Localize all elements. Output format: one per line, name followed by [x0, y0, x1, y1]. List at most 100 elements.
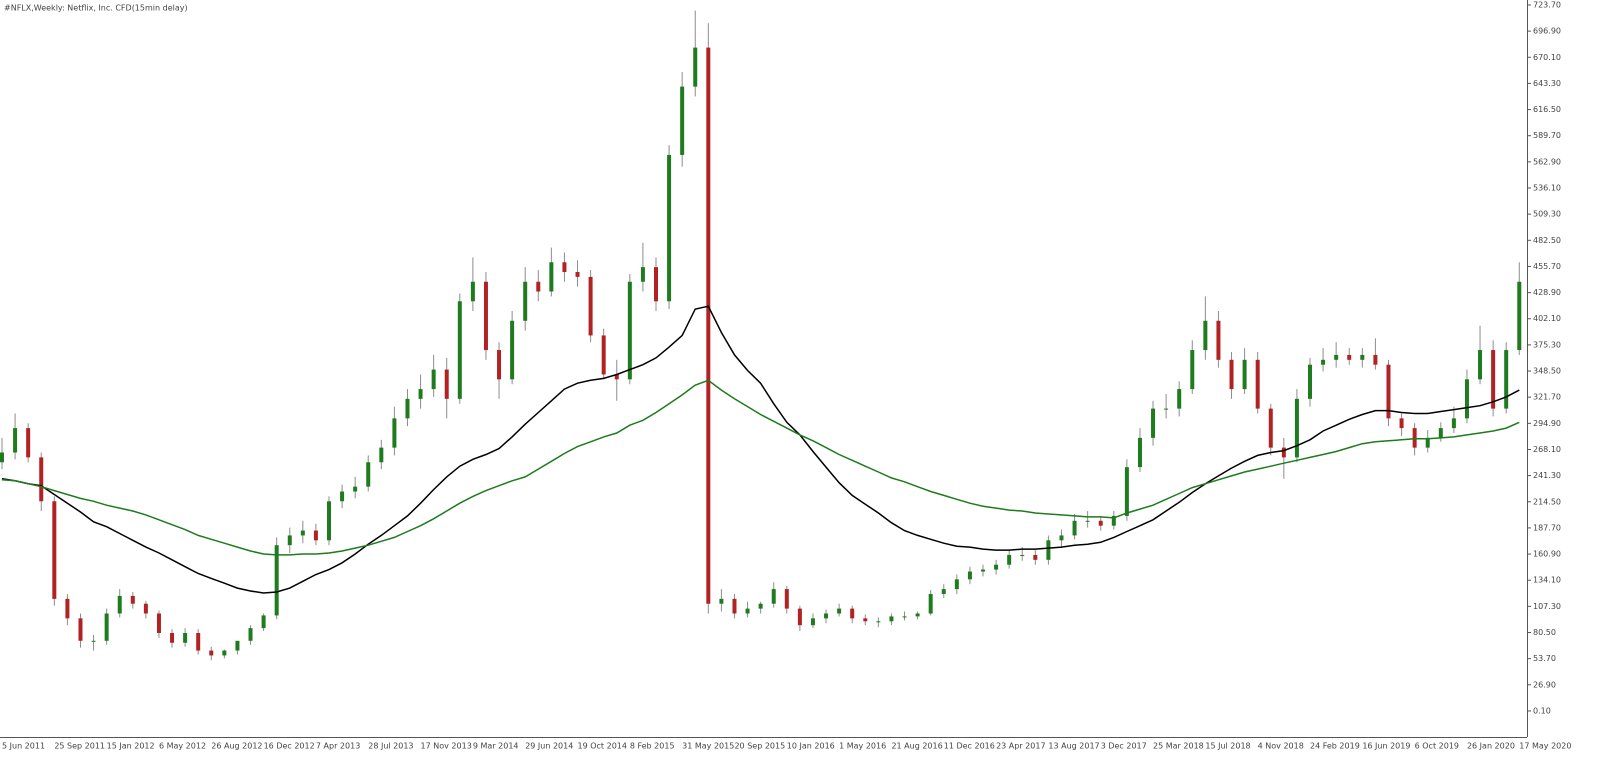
- candle-body: [536, 281, 541, 292]
- y-tick-label: 375.30: [1533, 340, 1561, 349]
- candle-body: [627, 281, 632, 380]
- y-tick-label: 0.10: [1533, 706, 1551, 715]
- candle-body: [1517, 281, 1522, 351]
- y-tick-label: 348.50: [1533, 367, 1561, 376]
- candle-body: [104, 613, 109, 641]
- candle-body: [693, 47, 698, 87]
- candle-body: [287, 535, 292, 546]
- candle-body: [837, 608, 842, 614]
- candle-body: [156, 613, 161, 633]
- candle-body: [850, 608, 855, 619]
- candle-body: [130, 595, 135, 604]
- candle-body: [549, 262, 554, 292]
- y-tick-label: 107.30: [1533, 602, 1561, 611]
- candle-body: [1334, 354, 1339, 360]
- candle-body: [353, 486, 358, 492]
- candle-body: [575, 272, 580, 277]
- x-tick-label: 24 Feb 2019: [1310, 742, 1360, 751]
- candle-body: [379, 447, 384, 463]
- candle-body: [1072, 520, 1077, 536]
- y-tick-label: 670.10: [1533, 53, 1561, 62]
- candle-body: [667, 154, 672, 302]
- candle-body: [889, 616, 894, 622]
- candle-body: [876, 621, 881, 623]
- candle-body: [26, 428, 31, 458]
- candle-body: [1085, 520, 1090, 522]
- candle-body: [1491, 350, 1496, 409]
- x-tick-label: 1 May 2016: [839, 742, 886, 751]
- candle-body: [470, 281, 475, 302]
- candle-body: [1190, 350, 1195, 390]
- candle-body: [405, 398, 410, 419]
- candle-body: [1412, 428, 1417, 448]
- x-tick-label: 11 Dec 2016: [944, 742, 995, 751]
- candle-body: [1216, 320, 1221, 360]
- y-tick-label: 562.90: [1533, 157, 1561, 166]
- y-tick-label: 268.10: [1533, 445, 1561, 454]
- candle-body: [1242, 359, 1247, 390]
- x-tick-label: 25 Mar 2018: [1153, 742, 1204, 751]
- candle-body: [196, 632, 201, 651]
- y-tick-label: 482.50: [1533, 236, 1561, 245]
- candle-body: [601, 335, 606, 375]
- candle-body: [824, 613, 829, 619]
- candle-body: [1399, 418, 1404, 429]
- candle-body: [941, 589, 946, 594]
- candle-body: [1164, 408, 1169, 410]
- candle-body: [758, 603, 763, 609]
- candle-body: [562, 262, 567, 273]
- y-tick-label: 509.30: [1533, 210, 1561, 219]
- candle-body: [810, 618, 815, 626]
- candle-body: [52, 501, 57, 599]
- candle-body: [771, 589, 776, 604]
- candle-body: [863, 618, 868, 622]
- x-tick-label: 25 Sep 2011: [54, 742, 105, 751]
- x-tick-label: 17 Nov 2013: [421, 742, 472, 751]
- candle-body: [1007, 554, 1012, 565]
- candle-body: [1059, 535, 1064, 541]
- x-tick-label: 8 Feb 2015: [630, 742, 675, 751]
- x-tick-label: 7 Apr 2013: [316, 742, 360, 751]
- candle-body: [1255, 359, 1260, 409]
- y-tick-label: 696.90: [1533, 27, 1561, 36]
- candle-body: [1046, 540, 1051, 560]
- y-tick-label: 643.30: [1533, 79, 1561, 88]
- candle-body: [1124, 467, 1129, 516]
- candle-body: [431, 369, 436, 390]
- candle-body: [640, 267, 645, 282]
- candle-body: [1308, 364, 1312, 399]
- x-tick-label: 13 Aug 2017: [1048, 742, 1099, 751]
- candle-body: [1321, 359, 1326, 365]
- y-tick-label: 214.50: [1533, 497, 1561, 506]
- y-tick-label: 616.50: [1533, 105, 1561, 114]
- candle-body: [39, 457, 44, 502]
- y-tick-label: 134.10: [1533, 576, 1561, 585]
- x-tick-label: 5 Jun 2011: [2, 742, 45, 751]
- x-tick-label: 15 Jul 2018: [1205, 742, 1250, 751]
- y-tick-label: 241.30: [1533, 471, 1561, 480]
- candle-body: [392, 418, 397, 448]
- y-tick-label: 589.70: [1533, 131, 1561, 140]
- candle-body: [222, 650, 227, 656]
- candle-body: [327, 501, 331, 541]
- y-tick-label: 455.70: [1533, 262, 1561, 271]
- candle-body: [1151, 408, 1156, 438]
- candle-body: [1111, 515, 1116, 526]
- candle-body: [706, 47, 711, 604]
- x-tick-label: 29 Jun 2014: [525, 742, 573, 751]
- candle-body: [588, 276, 593, 336]
- candle-body: [902, 616, 907, 618]
- candle-body: [366, 462, 371, 487]
- candle-body: [1020, 554, 1025, 556]
- moving-average-line: [1, 379, 1520, 556]
- y-tick-label: 294.90: [1533, 419, 1561, 428]
- candle-body: [967, 571, 972, 580]
- x-tick-label: 15 Jan 2012: [107, 742, 155, 751]
- candle-body: [784, 589, 789, 609]
- candle-body: [680, 86, 685, 155]
- candle-body: [1177, 389, 1182, 409]
- candle-body: [170, 632, 175, 643]
- x-tick-label: 31 May 2015: [682, 742, 734, 751]
- candle-body: [274, 545, 279, 616]
- x-tick-label: 9 Mar 2014: [473, 742, 519, 751]
